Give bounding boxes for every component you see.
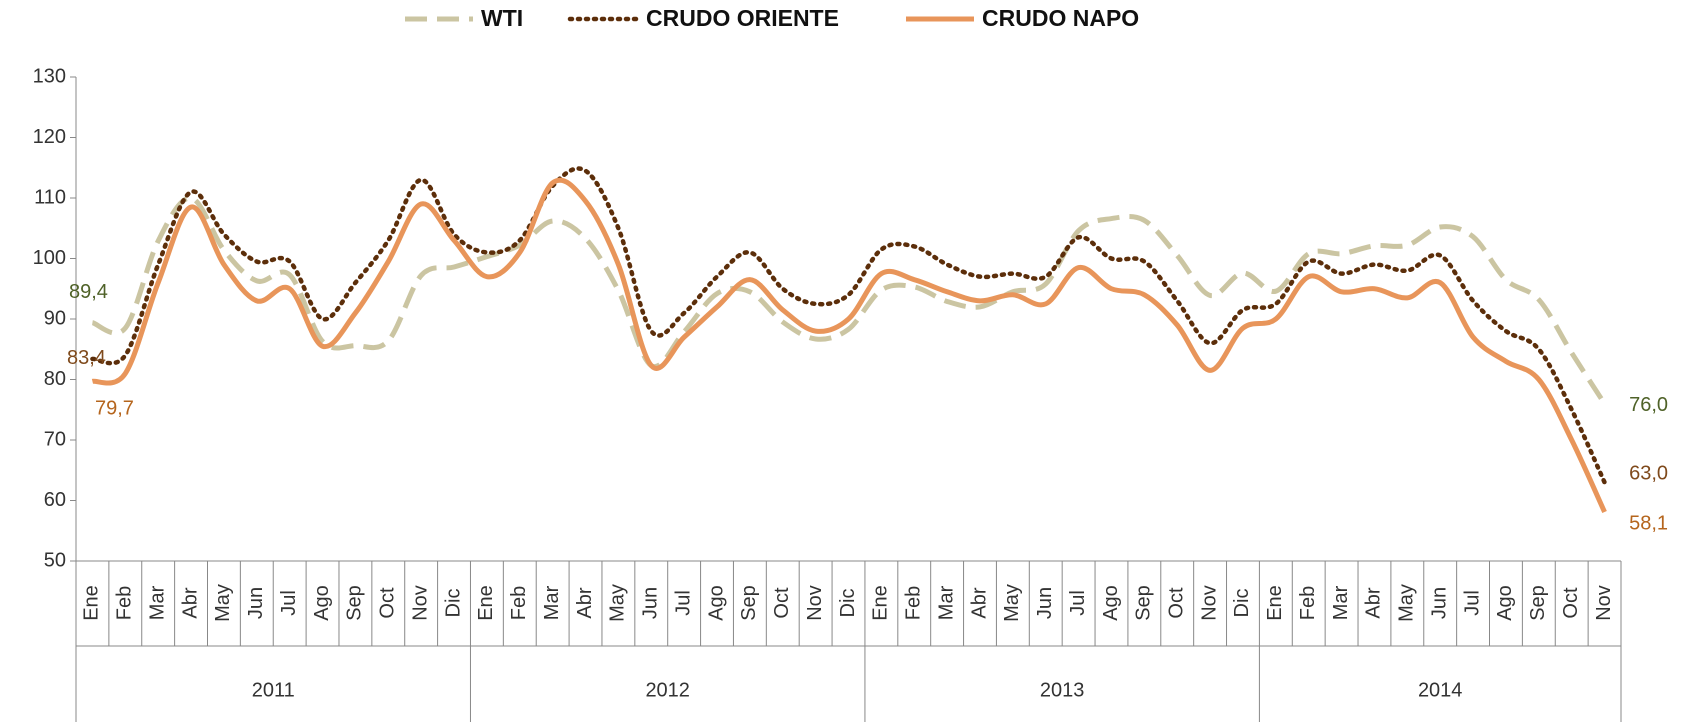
legend-label: CRUDO NAPO [982,5,1139,31]
x-tick-label: Jun [1034,587,1056,619]
series-line [91,195,1607,406]
x-tick-label: Ene [81,585,103,621]
x-tick-label: Mar [1330,585,1352,620]
x-tick-label: Jun [1428,587,1450,619]
x-tick-label: Jul [1461,590,1483,616]
x-tick-label: Abr [179,587,201,618]
x-tick-label: Jul [278,590,300,616]
x-tick-label: Ago [311,585,333,621]
year-label: 2013 [1040,679,1085,701]
x-tick-label: Ago [705,585,727,621]
x-tick-label: Nov [409,585,431,621]
x-tick-label: Feb [114,586,136,620]
x-tick-label: Jun [640,587,662,619]
legend-label: WTI [481,5,523,31]
x-tick-label: Ene [1264,585,1286,621]
legend-label: CRUDO ORIENTE [646,5,839,31]
data-label: 63,0 [1629,463,1668,485]
x-tick-label: May [1001,584,1023,622]
x-tick-label: Nov [1198,585,1220,621]
x-tick-label: Sep [1527,585,1549,621]
x-tick-label: Jul [1067,590,1089,616]
y-tick-label: 50 [44,549,66,571]
x-tick-label: Jul [672,590,694,616]
series-line [91,177,1607,514]
x-tick-label: Dic [837,589,859,618]
data-label: 89,4 [69,281,108,303]
x-tick-label: Dic [442,589,464,618]
year-label: 2012 [645,679,690,701]
x-tick-label: Mar [541,585,563,620]
x-tick-label: Mar [935,585,957,620]
data-label: 76,0 [1629,394,1668,416]
x-tick-label: Dic [1231,589,1253,618]
x-tick-label: Jun [245,587,267,619]
x-tick-label: Abr [968,587,990,618]
y-tick-label: 60 [44,489,66,511]
x-tick-label: Sep [738,585,760,621]
y-tick-label: 110 [34,186,66,208]
x-tick-label: Feb [903,586,925,620]
x-tick-label: Feb [508,586,530,620]
y-tick-label: 130 [33,65,66,87]
series-line [90,166,1607,485]
y-tick-label: 80 [44,368,66,390]
x-tick-label: Oct [771,587,793,619]
x-tick-label: Ago [1494,585,1516,621]
x-tick-label: Ene [870,585,892,621]
data-label: 58,1 [1629,512,1668,534]
x-tick-label: Feb [1297,586,1319,620]
x-tick-label: Oct [1560,587,1582,619]
y-tick-label: 70 [44,428,66,450]
x-tick-label: Abr [574,587,596,618]
x-tick-label: Oct [1166,587,1188,619]
x-tick-label: Mar [146,585,168,620]
data-label: 79,7 [95,398,134,420]
x-tick-label: Sep [1133,585,1155,621]
x-tick-label: May [1396,584,1418,622]
x-tick-label: Sep [344,585,366,621]
x-tick-label: Abr [1363,587,1385,618]
x-tick-label: Ene [475,585,497,621]
x-tick-label: Ago [1100,585,1122,621]
data-label: 83,4 [67,347,106,369]
y-tick-label: 90 [44,307,66,329]
x-tick-label: Oct [377,587,399,619]
y-tick-label: 100 [33,247,66,269]
x-tick-label: May [607,584,629,622]
x-tick-label: Nov [1593,585,1615,621]
x-tick-label: May [212,584,234,622]
x-tick-label: Nov [804,585,826,621]
year-label: 2014 [1418,679,1463,701]
y-tick-label: 120 [33,126,66,148]
year-label: 2011 [252,679,295,701]
